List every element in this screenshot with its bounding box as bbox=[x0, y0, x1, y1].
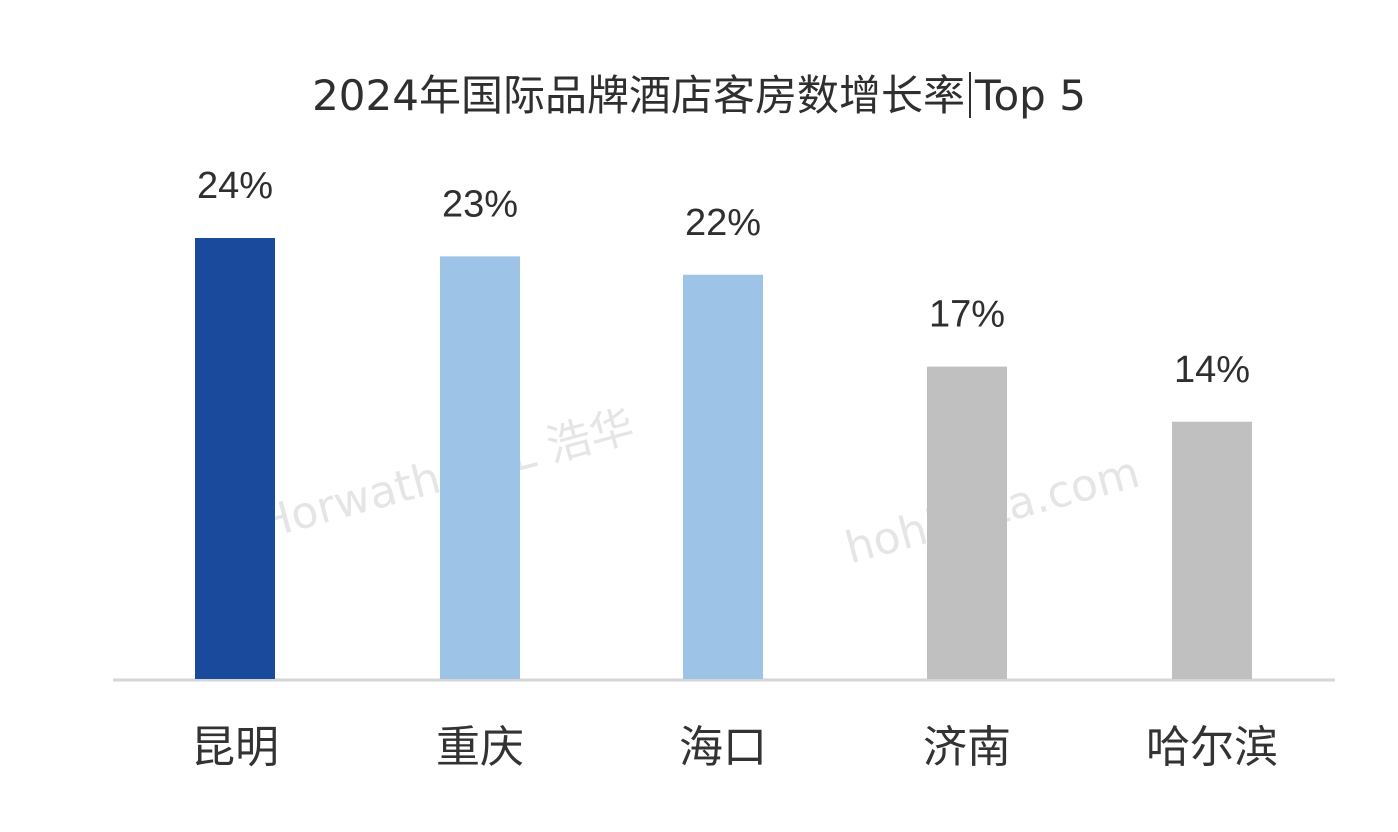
bar-2 bbox=[440, 256, 520, 679]
category-label-4: 济南 bbox=[923, 722, 1011, 773]
data-label-1: 24% bbox=[197, 165, 273, 207]
title-separator bbox=[968, 72, 971, 118]
data-label-3: 22% bbox=[685, 202, 761, 244]
category-label-3: 海口 bbox=[679, 722, 767, 773]
data-label-4: 17% bbox=[929, 294, 1005, 336]
bar-4 bbox=[927, 366, 1007, 679]
bar-1 bbox=[195, 238, 275, 679]
bar-3 bbox=[683, 274, 763, 679]
chart-title-tail: Top 5 bbox=[974, 71, 1086, 120]
chart-title: 2024年国际品牌酒店客房数增长率 Top 5 bbox=[0, 62, 1398, 123]
category-label-1: 昆明 bbox=[191, 722, 279, 773]
data-label-5: 14% bbox=[1174, 349, 1250, 391]
category-label-2: 重庆 bbox=[436, 722, 524, 773]
chart-title-main: 2024年国际品牌酒店客房数增长率 bbox=[312, 71, 965, 120]
bar-5 bbox=[1172, 421, 1252, 679]
category-label-5: 哈尔滨 bbox=[1146, 722, 1278, 773]
data-label-2: 23% bbox=[442, 183, 518, 225]
